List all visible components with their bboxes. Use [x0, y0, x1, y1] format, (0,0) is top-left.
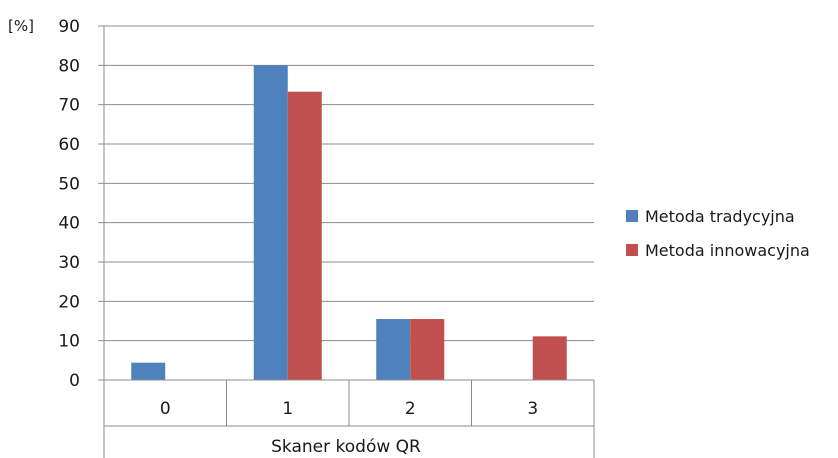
legend: Metoda tradycyjna Metoda innowacyjna — [626, 206, 810, 274]
x-tick-label: 2 — [405, 399, 416, 419]
gridlines — [104, 25, 594, 342]
x-tick-label: 1 — [282, 399, 293, 419]
legend-item-traditional: Metoda tradycyjna — [626, 206, 810, 226]
bars — [131, 65, 567, 380]
y-tick-label: 10 — [58, 332, 80, 352]
legend-swatch-innovative — [626, 244, 638, 256]
bar-innovative-3 — [532, 336, 567, 380]
axis-labels: [%] Skaner kodów QR 0 10 20 30 40 50 60 70 80 90 0… — [8, 17, 538, 457]
bar-traditional-1 — [253, 65, 288, 380]
x-tick-label: 0 — [160, 399, 171, 419]
x-tick-label: 3 — [527, 399, 538, 419]
y-tick-label: 50 — [58, 174, 80, 194]
legend-label-innovative: Metoda innowacyjna — [645, 240, 810, 260]
y-tick-label: 90 — [58, 17, 80, 37]
bar-traditional-2 — [376, 319, 411, 380]
x-axis-title: Skaner kodów QR — [271, 437, 421, 457]
bar-innovative-1 — [287, 91, 322, 380]
y-unit-label: [%] — [8, 17, 34, 35]
y-tick-label: 20 — [58, 292, 80, 312]
legend-label-traditional: Metoda tradycyjna — [645, 206, 795, 226]
legend-item-innovative: Metoda innowacyjna — [626, 240, 810, 260]
y-tick-label: 0 — [69, 371, 80, 391]
y-tick-label: 40 — [58, 214, 80, 234]
y-tick-label: 60 — [58, 135, 80, 155]
y-tick-label: 80 — [58, 56, 80, 76]
y-tick-label: 30 — [58, 253, 80, 273]
axes — [98, 25, 595, 458]
y-tick-label: 70 — [58, 96, 80, 116]
bar-traditional-0 — [131, 362, 166, 380]
legend-swatch-traditional — [626, 210, 638, 222]
bar-innovative-2 — [410, 319, 445, 380]
